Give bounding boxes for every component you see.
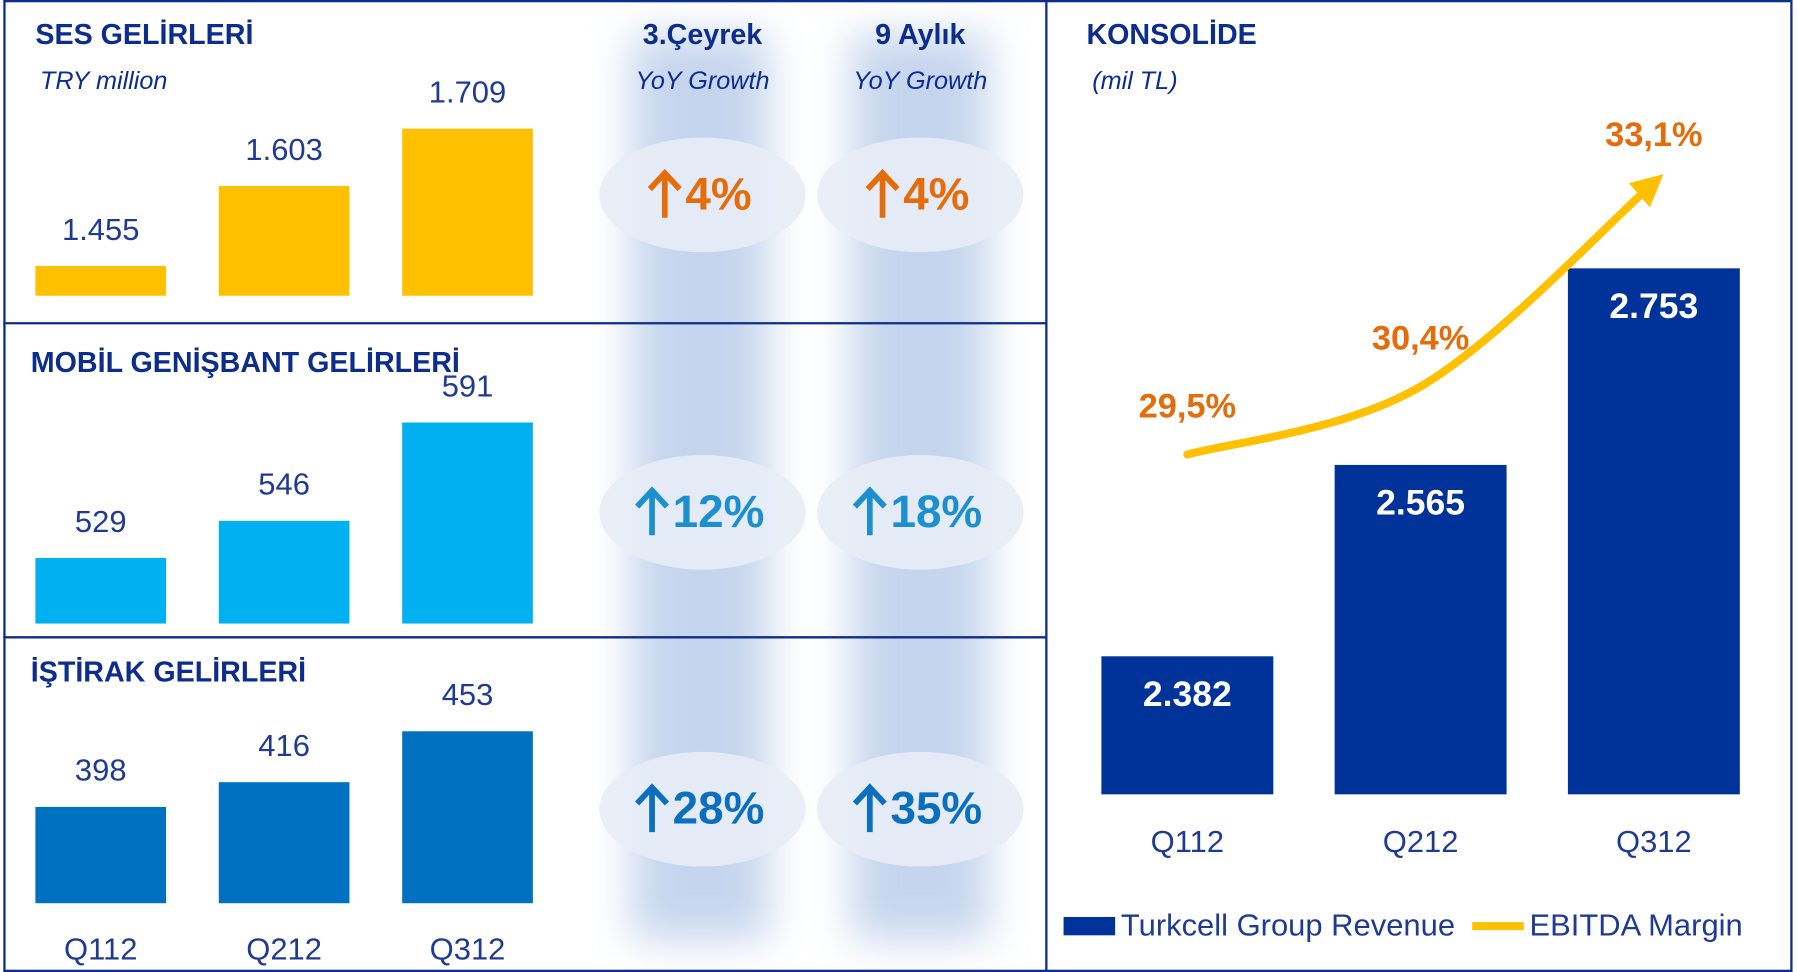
column-title: 9 Aylık [875,19,965,51]
growth-label: 28% [673,783,765,834]
column-subtitle: YoY Growth [853,67,987,95]
x-tick-label: Q212 [1383,824,1459,859]
column-title: 3.Çeyrek [643,19,763,51]
growth-label: 18% [890,486,982,537]
frame [3,0,1793,972]
bar [35,806,167,904]
column-subtitle: YoY Growth [635,67,769,95]
bar [35,265,167,296]
growth-arrow [635,486,670,536]
growth-arrow [852,783,887,833]
chart-title: İŞTİRAK GELİRLERİ [31,657,306,689]
bar [218,520,350,624]
x-tick-label: Q112 [64,932,137,967]
chart-title: SES GELİRLERİ [35,19,253,51]
x-tick-label: Q312 [1616,824,1692,859]
chart-subtitle: TRY million [40,67,167,95]
growth-arrow [635,783,670,833]
value-label: 398 [75,753,127,788]
legend-swatch [1063,916,1116,936]
growth-bubble [817,751,1024,867]
growth-bubble [817,137,1024,253]
line [1183,174,1664,459]
growth-label: 12% [673,486,765,537]
value-label: 30,4% [1372,320,1469,358]
bar [402,731,533,904]
value-label: 2.382 [1143,674,1232,714]
legend-label: Turkcell Group Revenue [1121,907,1455,942]
value-label: 546 [258,467,310,502]
growth-arrow [852,486,887,536]
value-label: 1.455 [62,212,139,247]
bar [1334,464,1507,795]
value-label: 1.603 [245,132,322,167]
value-label: 591 [442,368,494,403]
x-tick-label: Q112 [1151,824,1224,859]
value-label: 1.709 [429,74,506,109]
value-label: 2.565 [1376,482,1465,522]
growth-arrow [647,168,682,218]
growth-bubble [599,137,806,253]
chart-title: MOBİL GENİŞBANT GELİRLERİ [31,347,460,379]
bar [35,557,167,624]
growth-label: 4% [685,168,751,219]
value-label: 453 [442,677,494,712]
bar [402,128,533,296]
growth-bubble [599,751,806,867]
value-label: 33,1% [1605,116,1702,154]
growth-label: 4% [903,168,969,219]
value-label: 529 [75,504,127,539]
growth-bubble [817,455,1024,570]
growth-label: 35% [890,783,982,834]
growth-arrow [865,168,900,218]
value-label: 29,5% [1139,388,1236,426]
bar [1101,656,1274,795]
bar [218,782,350,904]
chart-title: KONSOLİDE [1086,19,1256,51]
x-tick-label: Q312 [430,932,506,967]
chart-subtitle: (mil TL) [1092,67,1177,95]
x-tick-label: Q212 [246,932,322,967]
value-label: 2.753 [1609,286,1698,326]
bar [1567,268,1740,795]
bar [402,422,533,624]
growth-bubble [599,455,806,570]
legend-label: EBITDA Margin [1530,907,1743,942]
value-label: 416 [258,728,310,763]
bar [218,185,350,296]
